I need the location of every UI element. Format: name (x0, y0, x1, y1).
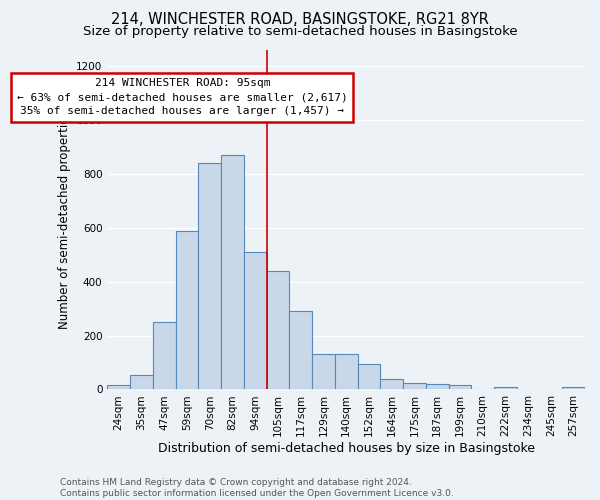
Bar (153, 322, 176, 390)
Bar (244, 252, 266, 390)
Bar (380, 378, 403, 390)
Bar (494, 387, 517, 390)
Text: 214 WINCHESTER ROAD: 95sqm
← 63% of semi-detached houses are smaller (2,617)
35%: 214 WINCHESTER ROAD: 95sqm ← 63% of semi… (17, 78, 348, 116)
Bar (449, 386, 471, 390)
Y-axis label: Number of semi-detached properties: Number of semi-detached properties (58, 110, 71, 329)
Bar (221, 155, 244, 390)
Bar (335, 354, 358, 390)
Bar (198, 163, 221, 390)
Bar (403, 382, 426, 390)
Bar (176, 230, 198, 390)
Text: Size of property relative to semi-detached houses in Basingstoke: Size of property relative to semi-detach… (83, 25, 517, 38)
Bar (426, 384, 449, 390)
Bar (107, 386, 130, 390)
X-axis label: Distribution of semi-detached houses by size in Basingstoke: Distribution of semi-detached houses by … (158, 442, 535, 455)
Bar (130, 374, 153, 390)
Bar (312, 354, 335, 390)
Bar (266, 271, 289, 390)
Bar (289, 312, 312, 390)
Bar (562, 387, 585, 390)
Text: Contains HM Land Registry data © Crown copyright and database right 2024.
Contai: Contains HM Land Registry data © Crown c… (60, 478, 454, 498)
Text: 214, WINCHESTER ROAD, BASINGSTOKE, RG21 8YR: 214, WINCHESTER ROAD, BASINGSTOKE, RG21 … (111, 12, 489, 28)
Bar (358, 364, 380, 390)
